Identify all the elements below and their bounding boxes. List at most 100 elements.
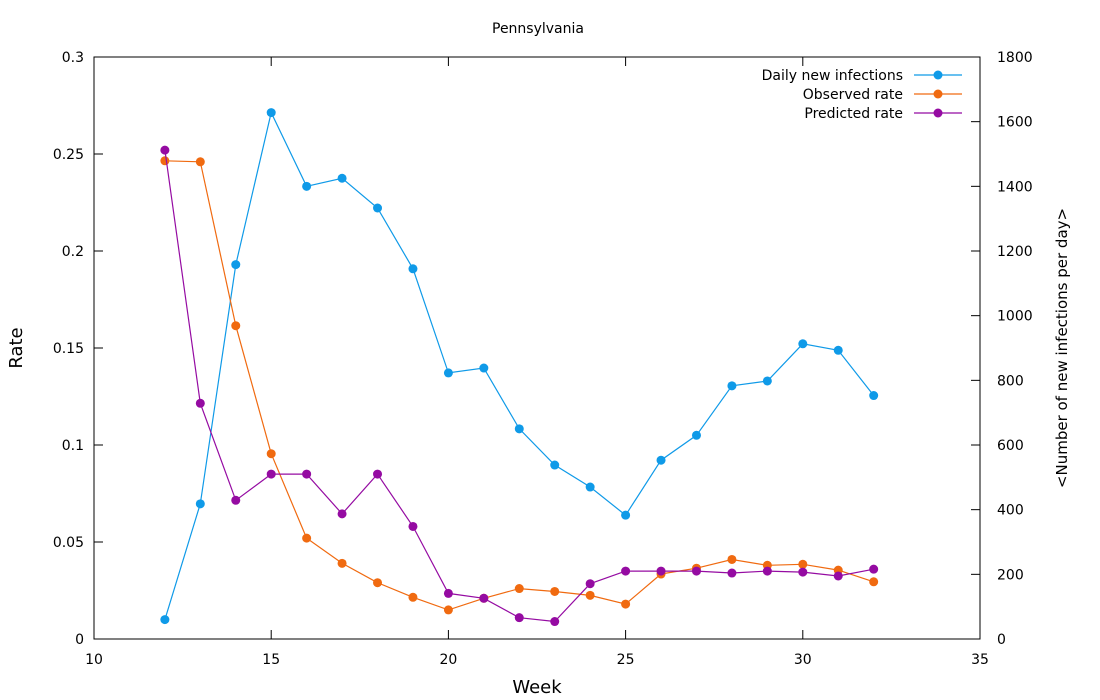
data-point-daily-new-infections xyxy=(585,482,595,492)
data-point-daily-new-infections xyxy=(514,424,524,434)
y-axis-label: Rate xyxy=(6,327,27,368)
data-point-daily-new-infections xyxy=(550,460,560,470)
series-line-predicted-rate xyxy=(164,150,874,623)
legend-label: Observed rate xyxy=(803,87,903,103)
data-point-observed-rate xyxy=(869,577,879,587)
series-line-daily-new-infections xyxy=(164,110,875,620)
legend-item-observed-rate: Observed rate xyxy=(803,87,962,103)
data-point-daily-new-infections xyxy=(443,368,453,378)
data-point-daily-new-infections xyxy=(160,615,170,625)
legend-item-predicted-rate: Predicted rate xyxy=(804,106,962,122)
data-point-daily-new-infections xyxy=(302,181,312,191)
legend-label: Daily new infections xyxy=(762,68,903,84)
data-point-predicted-rate xyxy=(443,588,453,598)
y2-tick-label: 800 xyxy=(997,373,1024,389)
data-point-predicted-rate xyxy=(373,469,383,479)
data-point-predicted-rate xyxy=(160,145,170,155)
data-point-predicted-rate xyxy=(550,617,560,627)
series-daily-new-infections xyxy=(160,108,879,625)
data-point-daily-new-infections xyxy=(656,455,666,465)
y-tick-label: 0 xyxy=(75,632,84,648)
y2-tick-label: 1000 xyxy=(997,309,1033,325)
x-axis-label: Week xyxy=(512,677,562,698)
data-point-daily-new-infections xyxy=(373,203,383,213)
chart-title: Pennsylvania xyxy=(492,21,584,37)
data-point-daily-new-infections xyxy=(798,339,808,349)
y2-tick-label: 1600 xyxy=(997,115,1033,131)
y2-tick-label: 400 xyxy=(997,503,1024,519)
y-tick-label: 0.3 xyxy=(62,50,84,66)
y2-tick-label: 600 xyxy=(997,438,1024,454)
legend-item-daily-new-infections: Daily new infections xyxy=(762,68,962,84)
data-point-predicted-rate xyxy=(691,566,701,576)
data-point-predicted-rate xyxy=(231,495,241,505)
y2-tick-label: 1800 xyxy=(997,50,1033,66)
data-point-predicted-rate xyxy=(727,568,737,578)
data-point-observed-rate xyxy=(443,605,453,615)
legend-swatch-marker xyxy=(933,108,943,118)
y-tick-label: 0.2 xyxy=(62,244,84,260)
data-point-observed-rate xyxy=(160,156,170,166)
data-point-daily-new-infections xyxy=(833,345,843,355)
y-tick-label: 0.15 xyxy=(53,341,84,357)
data-point-predicted-rate xyxy=(869,564,879,574)
y2-tick-label: 1200 xyxy=(997,244,1033,260)
data-point-observed-rate xyxy=(337,558,347,568)
legend: Daily new infections Observed rate Predict… xyxy=(762,68,962,122)
y2-tick-label: 200 xyxy=(997,567,1024,583)
data-point-predicted-rate xyxy=(337,509,347,519)
data-point-predicted-rate xyxy=(195,398,205,408)
x-tick-label: 10 xyxy=(85,652,103,668)
data-point-predicted-rate xyxy=(656,566,666,576)
data-point-predicted-rate xyxy=(585,579,595,589)
y2-tick-label: 0 xyxy=(997,632,1006,648)
x-axis-ticks: 10 15 20 25 30 35 xyxy=(85,57,989,668)
series-layer xyxy=(160,108,879,627)
y-tick-label: 0.1 xyxy=(62,438,84,454)
x-tick-label: 15 xyxy=(262,652,280,668)
series-observed-rate xyxy=(160,156,879,615)
data-point-predicted-rate xyxy=(514,613,524,623)
data-point-daily-new-infections xyxy=(408,264,418,274)
y-tick-label: 0.05 xyxy=(53,535,84,551)
legend-label: Predicted rate xyxy=(804,106,903,122)
x-tick-label: 30 xyxy=(794,652,812,668)
y-tick-label: 0.25 xyxy=(53,147,84,163)
data-point-daily-new-infections xyxy=(869,391,879,401)
data-point-daily-new-infections xyxy=(762,376,772,386)
data-point-daily-new-infections xyxy=(621,510,631,520)
data-point-predicted-rate xyxy=(762,566,772,576)
data-point-daily-new-infections xyxy=(479,363,489,373)
data-point-daily-new-infections xyxy=(691,430,701,440)
data-point-observed-rate xyxy=(585,590,595,600)
y-axis-ticks: 0 0.05 0.1 0.15 0.2 0.25 0.3 xyxy=(53,50,103,648)
data-point-predicted-rate xyxy=(408,521,418,531)
x-tick-label: 35 xyxy=(971,652,989,668)
plot-frame xyxy=(93,56,981,640)
data-point-daily-new-infections xyxy=(727,381,737,391)
data-point-daily-new-infections xyxy=(266,108,276,118)
series-predicted-rate xyxy=(160,145,879,627)
legend-swatch-marker xyxy=(933,89,943,99)
data-point-observed-rate xyxy=(798,559,808,569)
y2-axis-ticks: 0 200 400 600 800 1000 1200 1400 1600 1800 xyxy=(971,50,1033,648)
data-point-predicted-rate xyxy=(479,593,489,603)
data-point-observed-rate xyxy=(408,592,418,602)
data-point-observed-rate xyxy=(302,533,312,543)
y2-tick-label: 1400 xyxy=(997,179,1033,195)
data-point-predicted-rate xyxy=(798,567,808,577)
data-point-observed-rate xyxy=(550,586,560,596)
data-point-observed-rate xyxy=(195,157,205,167)
x-tick-label: 20 xyxy=(439,652,457,668)
data-point-observed-rate xyxy=(514,584,524,594)
data-point-observed-rate xyxy=(231,321,241,331)
y2-axis-label: <Number of new infections per day> xyxy=(1053,208,1071,488)
data-point-observed-rate xyxy=(266,449,276,459)
legend-swatch-marker xyxy=(933,70,943,80)
data-point-observed-rate xyxy=(373,578,383,588)
x-tick-label: 25 xyxy=(617,652,635,668)
data-point-predicted-rate xyxy=(833,571,843,581)
data-point-observed-rate xyxy=(727,554,737,564)
data-point-predicted-rate xyxy=(621,566,631,576)
